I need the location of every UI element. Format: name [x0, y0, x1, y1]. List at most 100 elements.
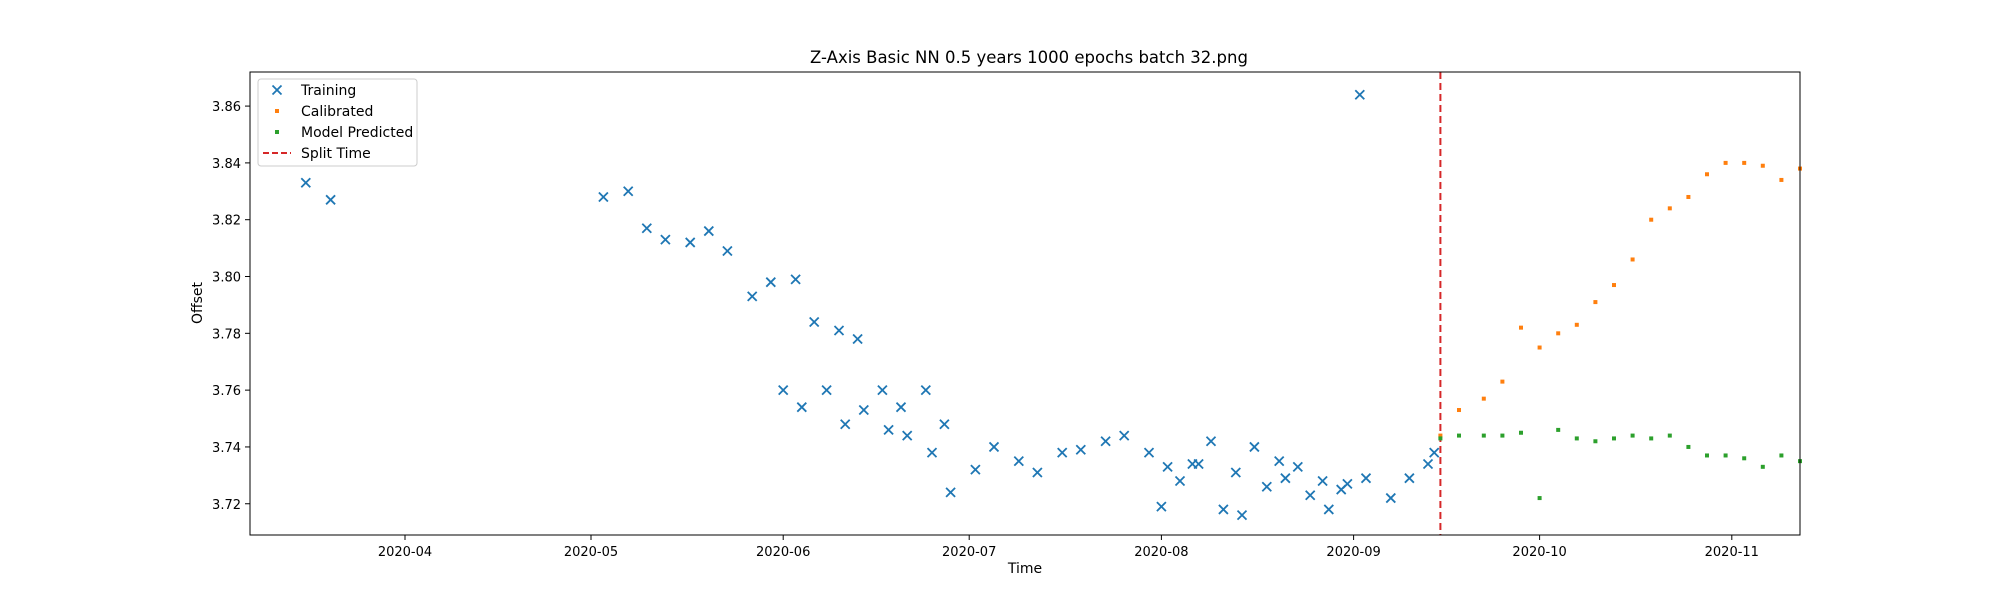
- plot-area: [300, 72, 1802, 535]
- training-point: [895, 402, 907, 413]
- x-tick-label: 2020-08: [1134, 545, 1188, 560]
- calibrated-point: [1500, 379, 1505, 384]
- training-point: [1205, 436, 1217, 447]
- training-point: [1218, 504, 1229, 515]
- training-point: [852, 333, 863, 345]
- model-predicted-point: [1519, 430, 1523, 435]
- training-point: [1013, 456, 1024, 467]
- training-point: [1317, 475, 1328, 487]
- x-axis-label: Time: [1007, 561, 1042, 577]
- calibrated-point: [1481, 396, 1486, 401]
- training-point: [970, 464, 981, 475]
- y-tick-label: 3.78: [212, 327, 241, 342]
- training-point: [939, 419, 950, 430]
- training-point: [1156, 501, 1167, 512]
- model-predicted-point: [1760, 464, 1765, 469]
- training-point: [840, 419, 851, 430]
- legend-calibrated-marker: [275, 109, 279, 113]
- legend-model-predicted-label: Model Predicted: [301, 125, 413, 141]
- training-point: [1075, 444, 1086, 455]
- training-point: [1404, 473, 1415, 484]
- training-point: [988, 441, 1000, 453]
- training-point: [1305, 490, 1316, 501]
- training-point: [945, 487, 956, 498]
- training-point: [641, 223, 652, 234]
- training-point: [1032, 467, 1043, 478]
- training-point: [1354, 89, 1365, 100]
- calibrated-point: [1438, 433, 1443, 438]
- training-point: [1249, 441, 1260, 453]
- legend-box: [257, 78, 418, 167]
- calibrated-point: [1556, 331, 1561, 336]
- y-tick-label: 3.80: [212, 271, 241, 286]
- training-point: [821, 384, 832, 396]
- x-tick-label: 2020-06: [756, 545, 810, 560]
- training-point: [796, 402, 807, 413]
- training-point: [1193, 458, 1204, 470]
- training-point: [1274, 456, 1285, 467]
- training-point: [722, 245, 733, 257]
- model-predicted-point: [1667, 433, 1672, 438]
- training-point: [300, 177, 311, 188]
- calibrated-point: [1612, 283, 1616, 288]
- training-point: [809, 316, 820, 328]
- x-axis-ticks: 2020-04 2020-05 2020-06 2020-07 2020-08 2020-…: [378, 535, 1759, 560]
- training-point: [747, 291, 758, 302]
- axes-frame: [249, 71, 1801, 536]
- legend-marker-symbol: [271, 84, 283, 96]
- training-point: [685, 237, 696, 248]
- x-tick-label: 2020-07: [942, 545, 996, 560]
- model-predicted-point: [1457, 433, 1461, 438]
- training-point: [1230, 467, 1241, 478]
- model-predicted-point: [1630, 433, 1635, 438]
- training-point: [598, 191, 609, 203]
- training-point: [1119, 430, 1130, 441]
- model-predicted-point: [1537, 496, 1542, 501]
- x-tick-label: 2020-11: [1705, 545, 1759, 560]
- legend-calibrated-label: Calibrated: [301, 104, 373, 120]
- training-point: [1162, 461, 1173, 472]
- calibrated-point: [1630, 257, 1635, 262]
- y-tick-label: 3.82: [212, 214, 241, 229]
- training-point: [1385, 492, 1396, 504]
- training-point: [325, 194, 336, 205]
- calibrated-point: [1574, 322, 1579, 327]
- x-tick-label: 2020-10: [1512, 545, 1566, 560]
- training-point: [1174, 475, 1186, 487]
- training-series: [300, 89, 1440, 521]
- y-axis-ticks: 3.72 3.74 3.76 3.78 3.80 3.82 3.84 3.86: [212, 100, 250, 513]
- training-point: [1057, 447, 1068, 458]
- model-predicted-point: [1481, 433, 1486, 438]
- training-point: [926, 447, 938, 458]
- x-tick-label: 2020-05: [564, 545, 618, 560]
- training-point: [1292, 461, 1303, 472]
- model-predicted-point: [1500, 433, 1505, 438]
- calibrated-point: [1760, 163, 1765, 168]
- calibrated-point: [1649, 217, 1654, 222]
- training-point: [1280, 473, 1291, 484]
- training-point: [765, 277, 776, 288]
- calibrated-point: [1457, 408, 1461, 413]
- chart-title: Z-Axis Basic NN 0.5 years 1000 epochs ba…: [810, 48, 1248, 67]
- training-point: [623, 186, 634, 197]
- legend-training-marker: [271, 84, 283, 96]
- training-point: [778, 384, 789, 396]
- training-point: [1422, 458, 1434, 470]
- legend-marker-symbol: [275, 130, 279, 134]
- training-point: [877, 384, 888, 396]
- training-point: [1236, 509, 1248, 521]
- model-predicted-point: [1593, 439, 1598, 444]
- training-point: [1100, 436, 1111, 447]
- training-point: [833, 325, 845, 336]
- legend-training-label: Training: [300, 83, 356, 99]
- calibrated-point: [1686, 194, 1691, 199]
- legend-model-predicted-marker: [275, 130, 279, 134]
- model-predicted-point: [1779, 453, 1784, 458]
- calibrated-point: [1667, 206, 1672, 211]
- calibrated-point: [1519, 325, 1523, 330]
- y-tick-label: 3.84: [212, 157, 241, 172]
- legend-marker-symbol: [275, 109, 279, 113]
- calibrated-point: [1779, 177, 1784, 182]
- y-axis-label: Offset: [190, 281, 206, 324]
